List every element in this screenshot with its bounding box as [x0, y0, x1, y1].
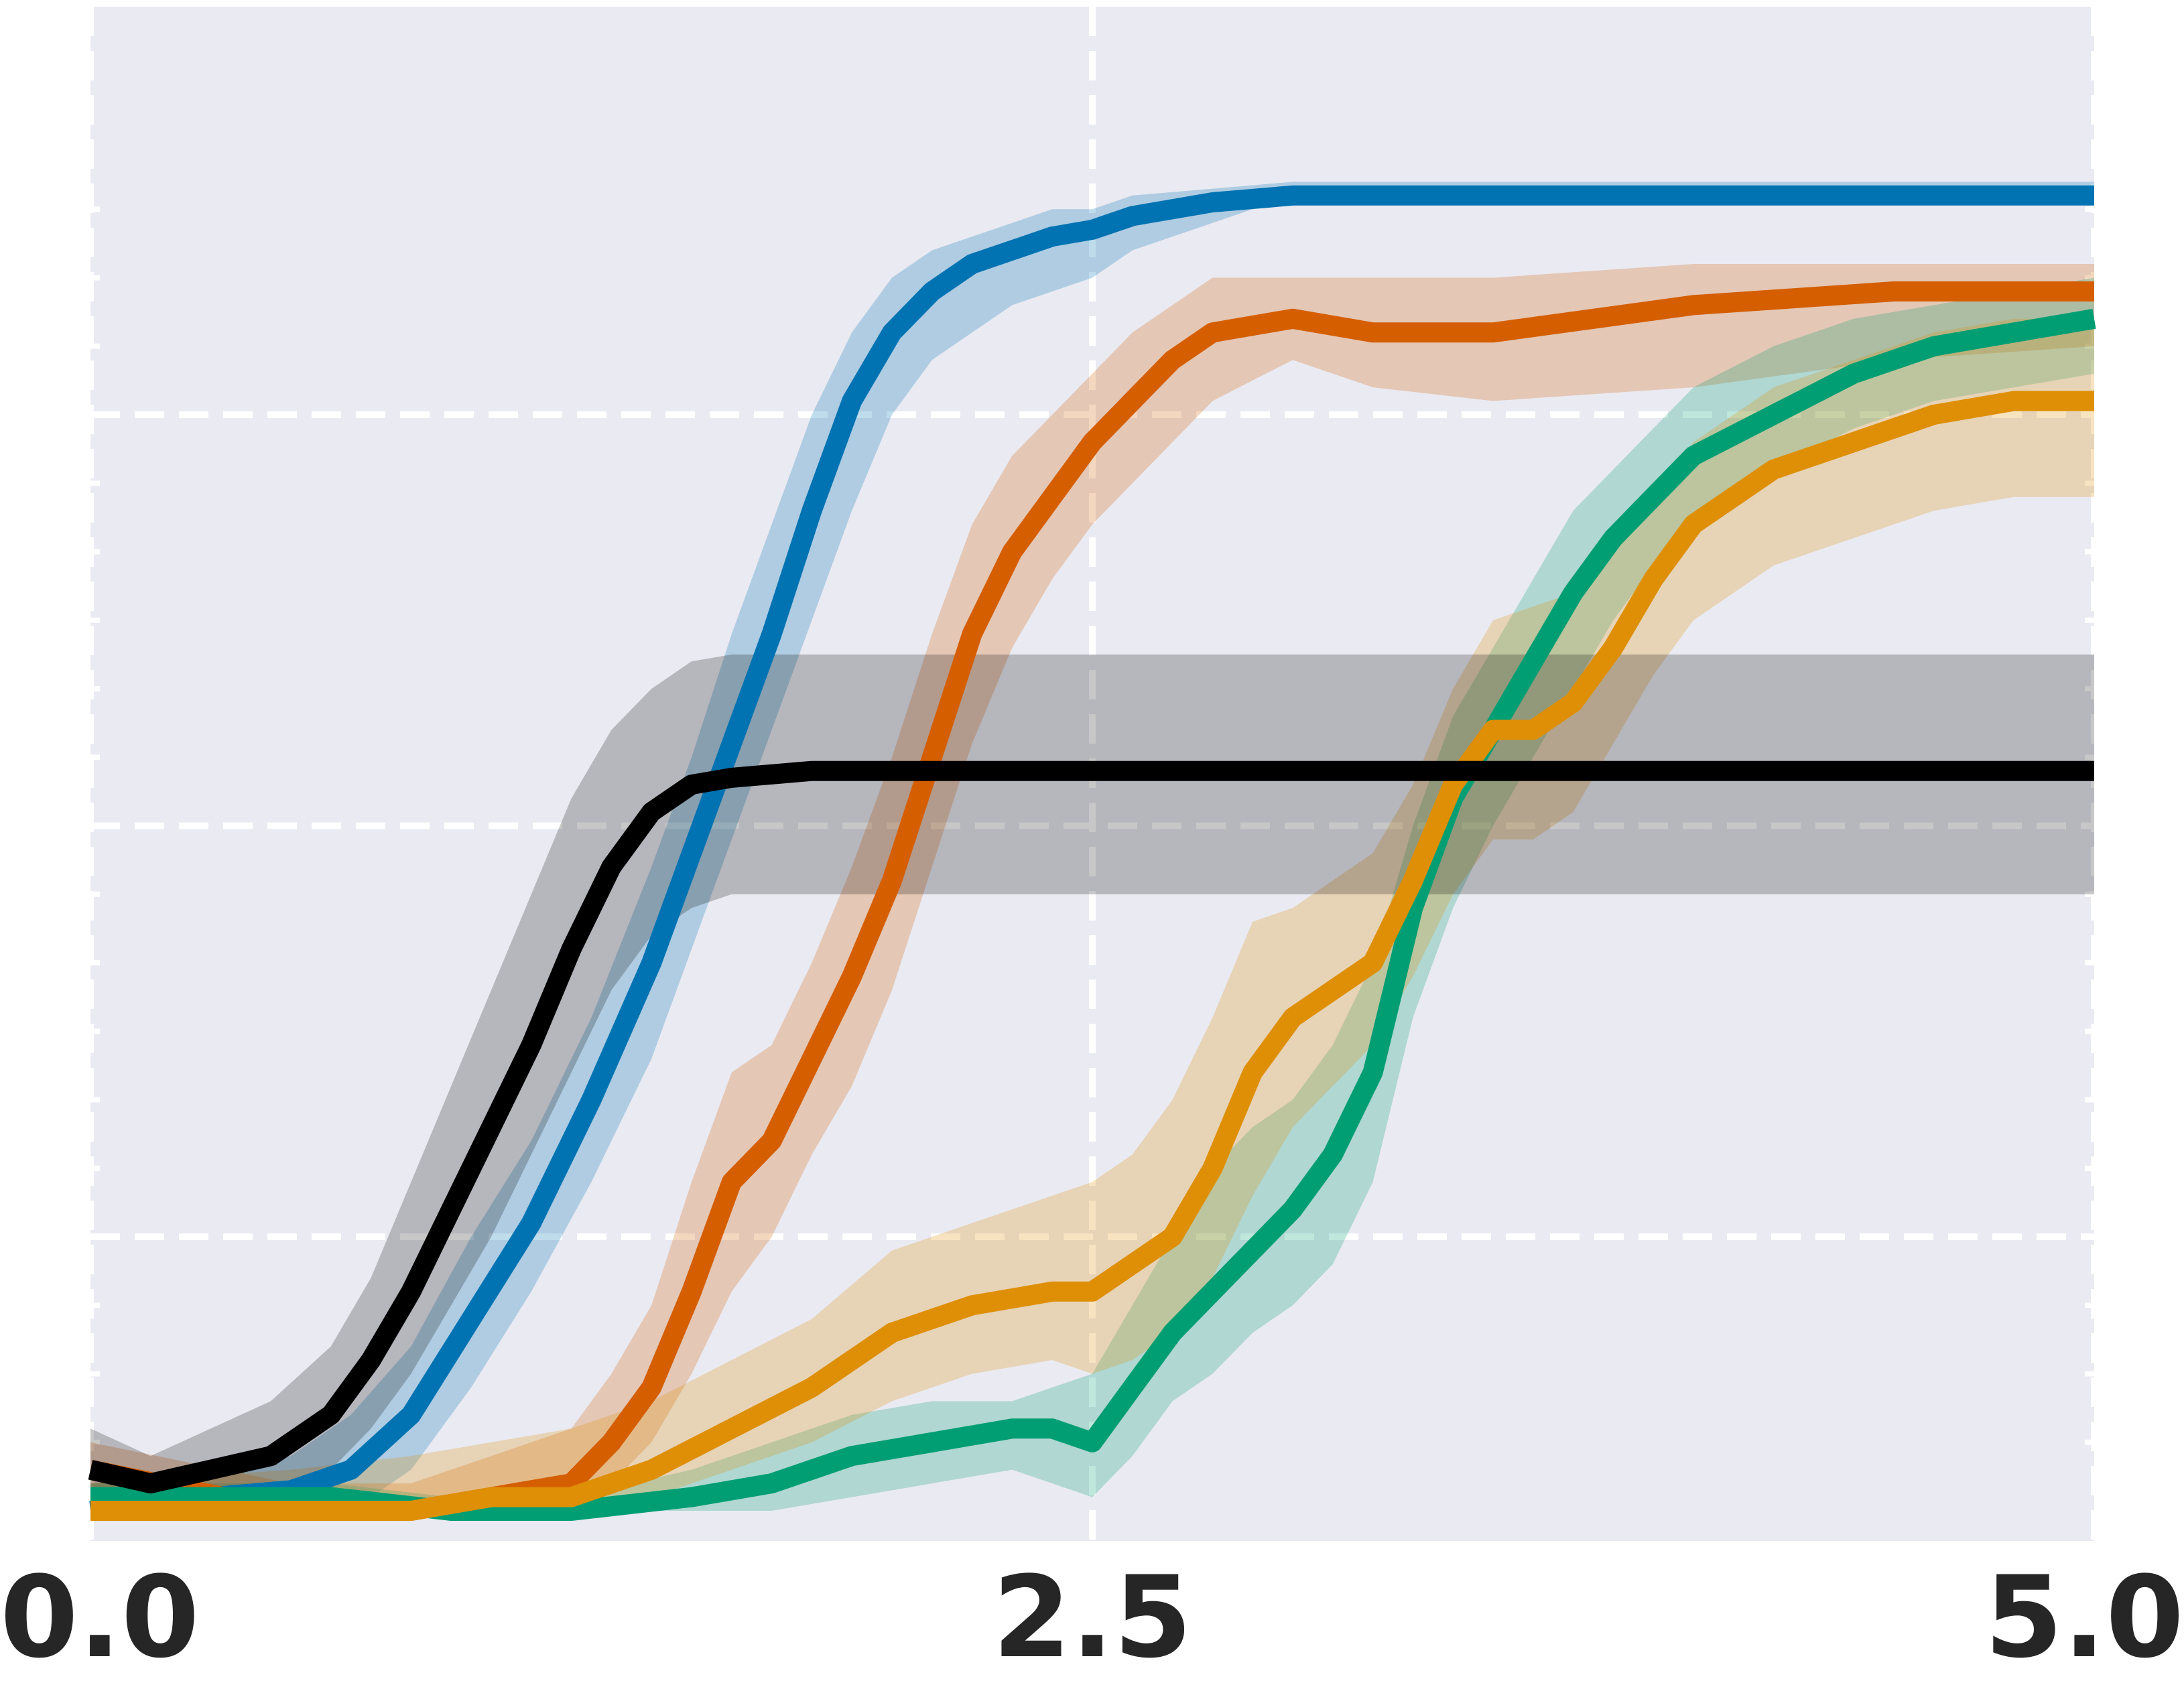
series-line-3 — [90, 391, 2094, 1521]
x-tick-labels: 0.0 2.5 5.0 — [0, 1552, 2184, 1683]
confidence-bands — [90, 182, 2094, 1511]
confidence-band-1 — [90, 264, 2094, 1511]
x-tick-label-1: 2.5 — [992, 1552, 1192, 1683]
series-line-4 — [88, 760, 2094, 1494]
x-tick-label-0: 0.0 — [0, 1552, 200, 1683]
confidence-band-2 — [90, 277, 2094, 1511]
series-line-0 — [89, 185, 2094, 1521]
confidence-band-4 — [90, 654, 2094, 1511]
confidence-band-0 — [90, 182, 2094, 1511]
confidence-band-3 — [90, 318, 2094, 1511]
x-tick-label-2: 5.0 — [1984, 1552, 2184, 1683]
series-lines — [88, 185, 2096, 1521]
series-line-2 — [90, 309, 2096, 1521]
series-line-1 — [88, 281, 2094, 1521]
